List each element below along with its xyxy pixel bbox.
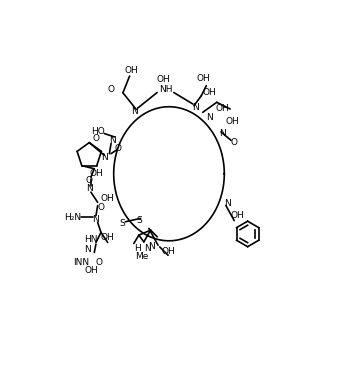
Text: N: N [86, 184, 93, 193]
Text: O: O [92, 134, 99, 143]
Text: N: N [131, 107, 138, 116]
Text: OH: OH [157, 75, 171, 83]
Text: O: O [231, 138, 238, 147]
Text: HN: HN [84, 234, 98, 244]
Text: H₂N: H₂N [64, 213, 81, 222]
Text: OH: OH [226, 117, 240, 127]
Text: OH: OH [196, 75, 210, 83]
Text: O: O [97, 203, 104, 212]
Text: N: N [219, 129, 226, 138]
Text: OH: OH [216, 104, 230, 113]
Text: N: N [224, 199, 231, 208]
Text: N: N [144, 244, 151, 253]
Text: O: O [114, 144, 121, 153]
Text: OH: OH [124, 66, 138, 75]
Text: O: O [107, 85, 115, 94]
Text: OH: OH [84, 266, 98, 276]
Text: OH: OH [231, 211, 244, 220]
Text: N: N [206, 113, 213, 122]
Text: OH: OH [89, 169, 103, 178]
Text: N: N [110, 136, 116, 145]
Text: N: N [148, 242, 155, 252]
Text: OH: OH [101, 233, 115, 242]
Text: N: N [101, 152, 108, 161]
Text: HO: HO [91, 127, 104, 137]
Text: OH: OH [101, 194, 115, 203]
Text: O: O [96, 258, 103, 267]
Text: O: O [86, 176, 93, 185]
Text: NH: NH [159, 85, 172, 94]
Text: H: H [134, 244, 141, 253]
Text: OH: OH [161, 247, 175, 256]
Text: N: N [84, 245, 91, 254]
Text: N: N [93, 214, 99, 223]
Text: Me: Me [136, 252, 149, 262]
Text: S: S [136, 216, 142, 224]
Text: OH: OH [203, 88, 217, 97]
Text: INN: INN [73, 258, 89, 267]
Text: N: N [192, 103, 199, 112]
Text: S: S [119, 219, 125, 228]
